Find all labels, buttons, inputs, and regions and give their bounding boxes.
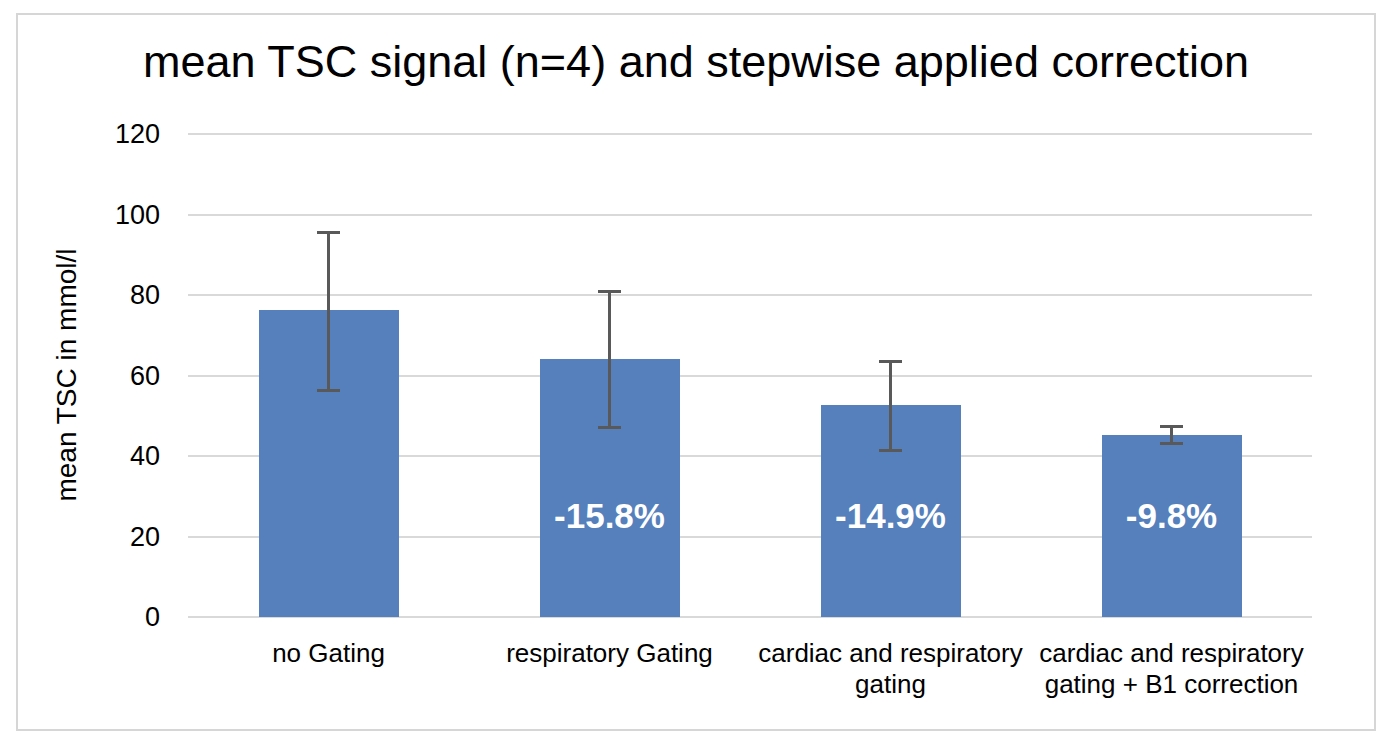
error-bar-cap-bottom [879, 449, 902, 452]
error-bar-line [1170, 426, 1173, 443]
bar-value-label: -15.8% [554, 496, 665, 536]
bar-value-label: -14.9% [835, 496, 946, 536]
y-tick-label: 120 [80, 119, 160, 150]
error-bar-cap-top [879, 360, 902, 363]
gridline [188, 294, 1312, 296]
x-tick-label: no Gating [179, 638, 479, 669]
gridline [188, 133, 1312, 135]
error-bar-line [889, 361, 892, 450]
y-tick-label: 100 [80, 199, 160, 230]
y-tick-label: 60 [80, 360, 160, 391]
error-bar-cap-top [1160, 425, 1183, 428]
error-bar-cap-bottom [598, 426, 621, 429]
x-tick-label: cardiac and respiratory gating + B1 corr… [1022, 638, 1322, 700]
x-tick-label: cardiac and respiratory gating [741, 638, 1041, 700]
error-bar-cap-top [598, 290, 621, 293]
y-tick-label: 40 [80, 441, 160, 472]
y-tick-label: 80 [80, 280, 160, 311]
plot-area: 0 20 40 60 80 100 120 no Gating -15.8% respirator… [0, 0, 1392, 750]
error-bar-line [327, 232, 330, 390]
error-bar-cap-top [317, 231, 340, 234]
y-tick-label: 20 [80, 521, 160, 552]
bar-value-label: -9.8% [1126, 496, 1217, 536]
y-tick-label: 0 [80, 602, 160, 633]
error-bar-line [608, 291, 611, 427]
x-tick-label: respiratory Gating [460, 638, 760, 669]
gridline [188, 214, 1312, 216]
error-bar-cap-bottom [317, 389, 340, 392]
error-bar-cap-bottom [1160, 442, 1183, 445]
